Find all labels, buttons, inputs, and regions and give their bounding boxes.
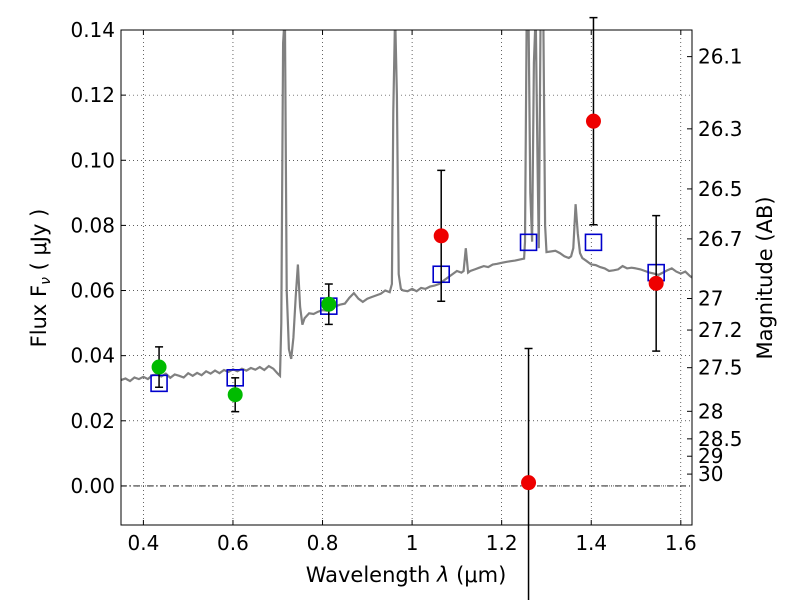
y-tick-label: 0.10 (70, 148, 115, 172)
magnitude-tick-label: 28 (698, 399, 723, 423)
plot-frame (120, 29, 693, 526)
observed-infrared-point (521, 475, 537, 491)
y-axis-label-unit: ( μJy ) (27, 209, 51, 277)
magnitude-axis-label: Magnitude (AB) (753, 196, 777, 359)
x-tick-label: 1.2 (486, 531, 518, 555)
observed-optical-point (321, 296, 337, 312)
x-tick-label: 0.6 (217, 531, 249, 555)
y-tick-label: 0.00 (70, 474, 115, 498)
observed-optical-point (227, 387, 243, 403)
y-tick-label: 0.06 (70, 279, 115, 303)
magnitude-tick-label: 26.3 (698, 117, 743, 141)
x-tick-label: 0.4 (127, 531, 159, 555)
magnitude-tick-label: 30 (698, 462, 723, 486)
observed-infrared-point (433, 228, 449, 244)
error-bars (155, 16, 661, 600)
x-axis-label: Wavelength λ (μm) (306, 563, 507, 587)
observed-points (151, 113, 664, 491)
y-tick-label: 0.08 (70, 213, 115, 237)
model-spectrum-line (121, 30, 692, 383)
grid-lines (121, 29, 692, 525)
model-photometry-points (150, 233, 665, 393)
magnitude-tick-label: 28.5 (698, 427, 743, 451)
magnitude-tick-label: 26.5 (698, 177, 743, 201)
magnitude-tick-label: 29 (698, 444, 723, 468)
y-tick-label: 0.02 (70, 409, 115, 433)
y-tick-label: 0.04 (70, 344, 115, 368)
x-tick-label: 1 (406, 531, 419, 555)
y-axis-label: Flux Fν ( μJy ) (27, 209, 54, 348)
x-axis-label-lambda: λ (436, 563, 449, 587)
magnitude-tick-label: 27.5 (698, 356, 743, 380)
magnitude-tick-label: 27 (698, 287, 723, 311)
magnitude-tick-label: 26.1 (698, 45, 743, 69)
x-tick-labels: 0.4 0.6 0.8 1 1.2 1.4 1.6 (127, 531, 696, 555)
y-tick-label: 0.12 (70, 83, 115, 107)
x-axis-label-prefix: Wavelength (306, 563, 437, 587)
axis-ticks (121, 29, 692, 525)
y-tick-labels: 0.00 0.02 0.04 0.06 0.08 0.10 0.12 0.14 (70, 18, 115, 498)
x-axis-label-unit: (μm) (449, 563, 506, 587)
y-axis-label-nu: ν (38, 277, 54, 285)
observed-infrared-point (585, 113, 601, 129)
observed-optical-point (151, 359, 167, 375)
magnitude-tick-label: 27.2 (698, 318, 743, 342)
x-tick-label: 0.8 (307, 531, 339, 555)
model-photometry-square (584, 233, 603, 252)
observed-infrared-point (648, 275, 664, 291)
model-photometry-square (519, 233, 538, 252)
y-tick-label: 0.14 (70, 18, 115, 42)
magnitude-tick-label: 26.7 (698, 227, 743, 251)
y-axis-label-flux: Flux F (27, 285, 51, 347)
x-tick-label: 1.4 (575, 531, 607, 555)
x-tick-label: 1.6 (665, 531, 697, 555)
